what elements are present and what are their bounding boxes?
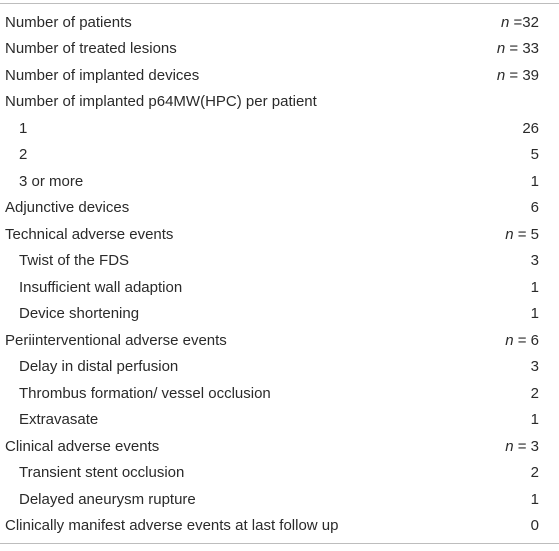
row-label: Delayed aneurysm rupture [19,490,196,508]
table-row: 2 5 [0,142,559,169]
table-row: Periinterventional adverse events n = 6 [0,327,559,354]
table-row: Device shortening 1 [0,301,559,328]
row-value: 2 [530,384,539,402]
table-row: Clinically manifest adverse events at la… [0,513,559,540]
data-table: Number of patients n =32 Number of treat… [0,3,559,544]
row-value: 2 [530,464,539,482]
table-row: 3 or more 1 [0,168,559,195]
row-label: 3 or more [19,172,84,190]
row-label: Number of treated lesions [5,40,177,58]
table-row: Extravasate 1 [0,407,559,434]
row-value: 1 [530,411,539,429]
row-label: 2 [19,146,28,164]
row-value: n = 6 [505,331,539,349]
table-row: 1 26 [0,115,559,142]
row-value: 5 [530,146,539,164]
row-value: n = 39 [496,66,539,84]
row-label: Delay in distal perfusion [19,358,179,376]
table-row: Delay in distal perfusion 3 [0,354,559,381]
table-row: Technical adverse events n = 5 [0,221,559,248]
table-row: Number of treated lesions n = 33 [0,36,559,63]
row-value: 3 [530,358,539,376]
table-row: Number of implanted devices n = 39 [0,62,559,89]
table-row: Thrombus formation/ vessel occlusion 2 [0,380,559,407]
table-row: Insufficient wall adaption 1 [0,274,559,301]
row-value: n = 33 [496,40,539,58]
row-value: n =32 [501,13,539,31]
row-value: n = 5 [505,225,539,243]
row-value: n = 3 [505,437,539,455]
table-row: Delayed aneurysm rupture 1 [0,486,559,513]
table-row: Transient stent occlusion 2 [0,460,559,487]
table-row: Adjunctive devices 6 [0,195,559,222]
row-value: 1 [530,490,539,508]
row-label: Clinically manifest adverse events at la… [5,517,339,535]
row-label: Device shortening [19,305,140,323]
row-label: Extravasate [19,411,99,429]
row-label: Adjunctive devices [5,199,130,217]
row-value: 1 [530,305,539,323]
row-value: 3 [530,252,539,270]
table-row: Number of patients n =32 [0,9,559,36]
row-label: Technical adverse events [5,225,174,243]
row-label: 1 [19,119,28,137]
table-row: Twist of the FDS 3 [0,248,559,275]
row-label: Transient stent occlusion [19,464,185,482]
row-label: Periinterventional adverse events [5,331,227,349]
row-value: 6 [530,199,539,217]
row-label: Number of implanted devices [5,66,200,84]
row-label: Number of implanted p64MW(HPC) per patie… [5,93,317,111]
row-label: Insufficient wall adaption [19,278,183,296]
row-label: Twist of the FDS [19,252,130,270]
row-label: Thrombus formation/ vessel occlusion [19,384,271,402]
row-value: 26 [522,119,539,137]
row-label: Clinical adverse events [5,437,160,455]
row-value: 0 [530,517,539,535]
table-row: Number of implanted p64MW(HPC) per patie… [0,89,559,116]
row-value: 1 [530,172,539,190]
row-value: 1 [530,278,539,296]
row-label: Number of patients [5,13,132,31]
table-row: Clinical adverse events n = 3 [0,433,559,460]
